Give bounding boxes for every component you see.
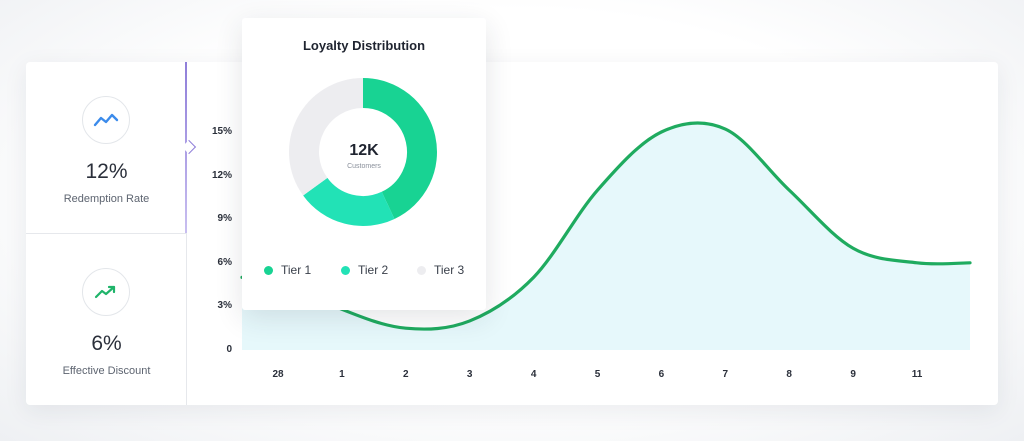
metrics-sidebar: 12% Redemption Rate 6% Effective Discoun…	[26, 62, 187, 405]
y-tick-label: 6%	[217, 256, 232, 268]
donut-title: Loyalty Distribution	[302, 38, 426, 53]
y-tick-label: 15%	[211, 126, 232, 137]
x-tick-label: 6	[658, 369, 665, 380]
effective-discount-label: Effective Discount	[62, 365, 151, 377]
donut-chart	[289, 78, 437, 226]
x-tick-label: 11	[911, 369, 923, 380]
donut-legend: Tier 1 Tier 2 Tier 3	[264, 263, 477, 277]
legend-dot-tier-3	[417, 265, 426, 275]
area-fill	[242, 122, 970, 351]
area-line	[240, 121, 972, 331]
x-tick-label: 1	[339, 369, 345, 380]
y-tick-label: 12%	[211, 169, 232, 181]
redemption-rate-label: Redemption Rate	[63, 193, 150, 205]
legend-dot-tier-1	[264, 265, 273, 275]
x-tick-label: 9	[850, 369, 856, 380]
legend-item-tier-3[interactable]: Tier 3	[417, 263, 477, 277]
y-tick-label: 3%	[217, 300, 232, 312]
donut-center-value: 12K	[349, 142, 379, 159]
legend-label-tier-1: Tier 1	[281, 263, 312, 277]
trend-up-icon	[82, 96, 130, 144]
legend-label-tier-3: Tier 3	[434, 263, 465, 277]
x-tick-label: 7	[722, 369, 729, 380]
metric-redemption-rate[interactable]: 12% Redemption Rate	[26, 62, 187, 234]
donut-slice-tier-1[interactable]	[362, 78, 437, 219]
x-tick-label: 8	[786, 369, 792, 380]
donut-center-label: Customers	[347, 163, 381, 170]
legend-item-tier-2[interactable]: Tier 2	[341, 263, 417, 277]
legend-label-tier-2: Tier 2	[358, 263, 389, 277]
legend-item-tier-1[interactable]: Tier 1	[264, 263, 341, 277]
metric-effective-discount[interactable]: 6% Effective Discount	[26, 234, 187, 406]
donut-slice-tier-2[interactable]	[303, 177, 395, 226]
trending-up-arrow-icon	[82, 268, 130, 316]
loyalty-distribution-popup: Loyalty Distribution 12K Customers Tier …	[242, 18, 486, 310]
donut-slice-tier-3[interactable]	[289, 78, 364, 196]
x-tick-label: 2	[403, 369, 409, 380]
x-tick-label: 4	[530, 369, 537, 380]
y-tick-label: 9%	[217, 213, 232, 225]
effective-discount-value: 6%	[91, 332, 122, 355]
y-tick-label: 0	[226, 344, 232, 355]
x-tick-label: 5	[594, 369, 601, 380]
redemption-rate-value: 12%	[85, 160, 128, 183]
x-tick-label: 3	[466, 369, 473, 380]
legend-dot-tier-2	[341, 265, 350, 275]
x-tick-label: 28	[272, 369, 284, 380]
